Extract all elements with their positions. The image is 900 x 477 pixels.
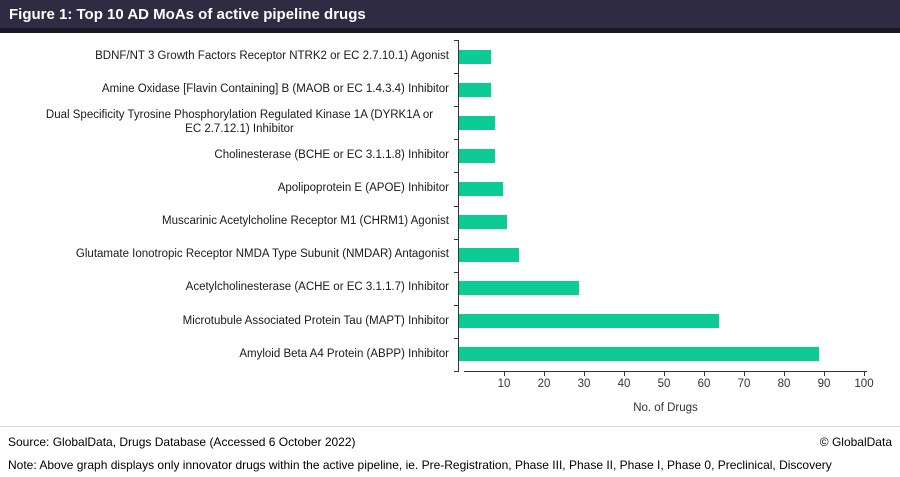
category-label: Apolipoprotein E (APOE) Inhibitor <box>277 182 449 195</box>
y-axis-tick <box>454 172 459 174</box>
x-axis-tick-label: 20 <box>537 377 551 390</box>
y-axis-tick <box>454 40 459 41</box>
chart-row: Amyloid Beta A4 Protein (ABPP) Inhibitor <box>0 337 900 371</box>
title-bar-accent-strip <box>0 28 900 33</box>
chart-row: Glutamate Ionotropic Receptor NMDA Type … <box>0 238 900 272</box>
x-axis-tick-label: 50 <box>657 377 671 390</box>
bar-track <box>458 271 900 305</box>
x-axis-tick <box>824 371 825 376</box>
chart-row: Cholinesterase (BCHE or EC 3.1.1.8) Inhi… <box>0 139 900 173</box>
bar-track <box>458 172 900 206</box>
chart-rows: BDNF/NT 3 Growth Factors Receptor NTRK2 … <box>0 40 900 372</box>
y-axis-tick <box>454 139 459 141</box>
y-axis-tick <box>454 271 459 273</box>
category-label: Dual Specificity Tyrosine Phosphorylatio… <box>45 109 434 135</box>
chart-row: Muscarinic Acetylcholine Receptor M1 (CH… <box>0 205 900 239</box>
bar <box>459 314 719 329</box>
bar-track <box>458 40 900 74</box>
category-label: Acetylcholinesterase (ACHE or EC 3.1.1.7… <box>185 281 449 294</box>
category-label: BDNF/NT 3 Growth Factors Receptor NTRK2 … <box>95 49 449 62</box>
y-axis-tick <box>454 73 459 75</box>
bar <box>459 82 491 97</box>
chart-row: BDNF/NT 3 Growth Factors Receptor NTRK2 … <box>0 40 900 74</box>
chart-row: Apolipoprotein E (APOE) Inhibitor <box>0 172 900 206</box>
category-label: Microtubule Associated Protein Tau (MAPT… <box>182 314 449 327</box>
chart-row: Amine Oxidase [Flavin Containing] B (MAO… <box>0 73 900 107</box>
x-axis-tick <box>744 371 745 376</box>
category-label: Cholinesterase (BCHE or EC 3.1.1.8) Inhi… <box>214 149 449 162</box>
source-line: Source: GlobalData, Drugs Database (Acce… <box>8 435 892 449</box>
x-axis-tick <box>624 371 625 376</box>
x-axis-tick-label: 30 <box>577 377 591 390</box>
bar-track <box>458 238 900 272</box>
chart-row: Microtubule Associated Protein Tau (MAPT… <box>0 304 900 338</box>
bar <box>459 49 491 64</box>
bar <box>459 148 495 163</box>
x-axis-tick <box>584 371 585 376</box>
source-text: Source: GlobalData, Drugs Database (Acce… <box>8 434 356 449</box>
y-axis-tick <box>454 205 459 207</box>
x-axis-tick <box>504 371 505 376</box>
x-axis-tick-label: 10 <box>497 377 511 390</box>
bar <box>459 248 519 263</box>
x-axis: 10 20 30 40 50 60 70 80 90 100 <box>464 370 874 393</box>
bar <box>459 115 495 130</box>
x-axis-tick <box>544 371 545 376</box>
chart-row: Acetylcholinesterase (ACHE or EC 3.1.1.7… <box>0 271 900 305</box>
y-axis-tick <box>454 106 459 108</box>
figure-title-bar: Figure 1: Top 10 AD MoAs of active pipel… <box>0 0 900 28</box>
x-axis-tick-label: 70 <box>737 377 751 390</box>
bar-track <box>458 139 900 173</box>
y-axis-tick <box>454 371 459 372</box>
bar-chart: BDNF/NT 3 Growth Factors Receptor NTRK2 … <box>0 33 900 414</box>
copyright-text: © GlobalData <box>819 434 892 449</box>
x-axis-tick-label: 90 <box>817 377 831 390</box>
bar-track <box>458 337 900 371</box>
x-axis-tick-label: 80 <box>777 377 791 390</box>
bar <box>459 281 579 296</box>
bar-track <box>458 73 900 107</box>
bar <box>459 347 819 362</box>
note-text: Note: Above graph displays only innovato… <box>8 457 832 472</box>
bar <box>459 215 507 230</box>
bar-track <box>458 304 900 338</box>
y-axis-tick <box>454 337 459 339</box>
x-axis-tick-label: 100 <box>854 377 874 390</box>
figure-footer: Source: GlobalData, Drugs Database (Acce… <box>0 425 900 477</box>
bar <box>459 181 503 196</box>
category-label: Amine Oxidase [Flavin Containing] B (MAO… <box>101 82 449 95</box>
category-label: Glutamate Ionotropic Receptor NMDA Type … <box>75 248 449 261</box>
chart-row: Dual Specificity Tyrosine Phosphorylatio… <box>0 106 900 140</box>
x-axis-tick-label: 40 <box>617 377 631 390</box>
y-axis-tick <box>454 238 459 240</box>
x-axis-tick <box>664 371 665 376</box>
figure-title: Figure 1: Top 10 AD MoAs of active pipel… <box>9 5 366 23</box>
bar-track <box>458 106 900 140</box>
category-label: Muscarinic Acetylcholine Receptor M1 (CH… <box>162 215 449 228</box>
x-axis-tick <box>704 371 705 376</box>
x-axis-title: No. of Drugs <box>633 401 698 414</box>
x-axis-tick <box>784 371 785 376</box>
bar-track <box>458 205 900 239</box>
x-axis-tick-label: 60 <box>697 377 711 390</box>
y-axis-tick <box>454 304 459 306</box>
category-label: Amyloid Beta A4 Protein (ABPP) Inhibitor <box>239 347 449 360</box>
x-axis-tick <box>864 371 865 376</box>
